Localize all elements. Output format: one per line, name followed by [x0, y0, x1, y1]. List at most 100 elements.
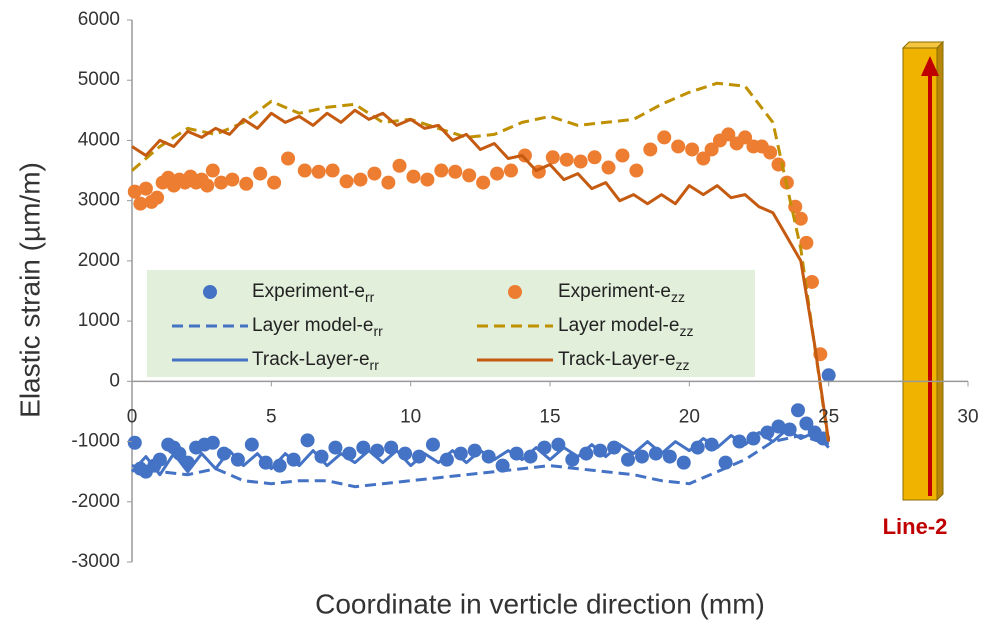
- data-line: [131, 108, 831, 442]
- y-tick-label: -2000: [71, 491, 120, 512]
- legend-subscript: zz: [676, 357, 690, 373]
- y-axis-title: Elastic strain (µm/m): [14, 162, 45, 418]
- data-point: [127, 184, 142, 199]
- legend-label: Experiment-ezz: [558, 281, 685, 305]
- data-point: [367, 166, 382, 181]
- data-point: [718, 455, 733, 470]
- x-tick-label: 10: [400, 406, 421, 427]
- legend-label: Layer model-ezz: [558, 315, 693, 339]
- y-tick-label: -1000: [71, 431, 120, 452]
- legend-background: [147, 270, 755, 377]
- data-point: [476, 175, 491, 190]
- data-point: [615, 148, 630, 163]
- data-point: [311, 164, 326, 179]
- y-tick-label: 0: [109, 370, 120, 391]
- data-point: [439, 452, 454, 467]
- data-line: [130, 428, 830, 477]
- data-point: [587, 150, 602, 165]
- data-point: [152, 452, 167, 467]
- data-point: [200, 178, 215, 193]
- data-point: [676, 455, 691, 470]
- legend-marker: [508, 285, 522, 299]
- data-point: [793, 211, 808, 226]
- data-line: [131, 81, 831, 445]
- data-point: [662, 449, 677, 464]
- y-tick-label: 6000: [78, 9, 120, 30]
- data-point: [281, 151, 296, 166]
- data-point: [253, 166, 268, 181]
- legend-name: Layer model-e: [252, 315, 373, 336]
- legend-marker: [203, 285, 217, 299]
- data-point: [300, 433, 315, 448]
- data-point: [657, 130, 672, 145]
- legend-subscript: zz: [671, 289, 685, 305]
- data-point: [629, 163, 644, 178]
- data-point: [325, 163, 340, 178]
- data-point: [573, 154, 588, 169]
- plot-area: [127, 81, 836, 489]
- data-point: [353, 172, 368, 187]
- data-point: [721, 127, 736, 142]
- data-point: [425, 437, 440, 452]
- data-point: [763, 145, 778, 160]
- legend-label: Layer model-err: [252, 315, 383, 339]
- specimen-illustration: [901, 40, 945, 502]
- data-point: [696, 151, 711, 166]
- data-point: [267, 175, 282, 190]
- data-point: [133, 196, 148, 211]
- data-point: [420, 172, 435, 187]
- legend-name: Experiment-e: [558, 281, 671, 302]
- y-tick-label: 4000: [78, 129, 120, 150]
- y-tick-label: 1000: [78, 310, 120, 331]
- x-axis-title: Coordinate in verticle direction (mm): [315, 588, 765, 619]
- data-point: [339, 174, 354, 189]
- data-point: [799, 416, 814, 431]
- y-tick-label: -3000: [71, 551, 120, 572]
- data-point: [804, 274, 819, 289]
- legend-name: Track-Layer-e: [252, 349, 370, 370]
- data-point: [406, 169, 421, 184]
- data-point: [621, 452, 636, 467]
- data-point: [821, 368, 836, 383]
- legend-name: Experiment-e: [252, 281, 365, 302]
- data-point: [225, 172, 240, 187]
- legend-subscript: zz: [679, 323, 693, 339]
- x-tick-label: 5: [266, 406, 277, 427]
- data-point: [328, 440, 343, 455]
- data-point: [791, 403, 806, 418]
- data-point: [392, 158, 407, 173]
- legend-label: Track-Layer-ezz: [558, 349, 690, 373]
- data-point: [523, 449, 538, 464]
- x-tick-label: 30: [957, 406, 978, 427]
- data-point: [545, 150, 560, 165]
- data-point: [205, 435, 220, 450]
- data-line: [131, 434, 830, 489]
- y-tick-label: 5000: [78, 69, 120, 90]
- data-point: [671, 139, 686, 154]
- data-point: [799, 235, 814, 250]
- data-point: [138, 181, 153, 196]
- data-point: [634, 449, 649, 464]
- data-point: [690, 440, 705, 455]
- data-point: [771, 419, 786, 434]
- y-tick-label: 3000: [78, 190, 120, 211]
- data-point: [643, 142, 658, 157]
- data-point: [462, 168, 477, 183]
- x-tick-label: 15: [539, 406, 560, 427]
- data-point: [434, 163, 449, 178]
- legend-subscript: rr: [373, 323, 383, 339]
- data-point: [738, 130, 753, 145]
- x-tick-label: 25: [818, 406, 839, 427]
- data-point: [205, 163, 220, 178]
- data-point: [239, 176, 254, 191]
- x-tick-label: 0: [127, 406, 138, 427]
- data-point: [517, 148, 532, 163]
- data-point: [381, 175, 396, 190]
- data-point: [297, 163, 312, 178]
- data-point: [127, 435, 142, 450]
- legend-subscript: rr: [365, 289, 375, 305]
- x-tick-label: 20: [679, 406, 700, 427]
- annotation: Line-2: [883, 514, 948, 539]
- data-point: [150, 190, 165, 205]
